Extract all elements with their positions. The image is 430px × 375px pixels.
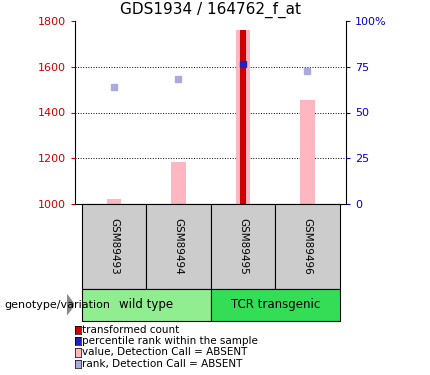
Bar xyxy=(171,162,186,204)
Text: GSM89494: GSM89494 xyxy=(173,218,184,275)
Bar xyxy=(275,204,340,289)
Text: GSM89493: GSM89493 xyxy=(109,218,119,275)
Text: rank, Detection Call = ABSENT: rank, Detection Call = ABSENT xyxy=(82,359,242,369)
Bar xyxy=(300,100,314,204)
Bar xyxy=(107,199,121,204)
Bar xyxy=(82,204,146,289)
Bar xyxy=(146,204,211,289)
Bar xyxy=(240,30,246,204)
Text: percentile rank within the sample: percentile rank within the sample xyxy=(82,336,258,346)
Bar xyxy=(82,289,211,321)
Text: GSM89495: GSM89495 xyxy=(238,218,248,275)
Bar xyxy=(211,204,275,289)
Text: wild type: wild type xyxy=(119,298,173,311)
Polygon shape xyxy=(67,294,74,315)
Text: GSM89496: GSM89496 xyxy=(302,218,313,275)
Text: TCR transgenic: TCR transgenic xyxy=(230,298,320,311)
Text: value, Detection Call = ABSENT: value, Detection Call = ABSENT xyxy=(82,348,247,357)
Text: genotype/variation: genotype/variation xyxy=(4,300,111,310)
Bar xyxy=(236,30,250,204)
Title: GDS1934 / 164762_f_at: GDS1934 / 164762_f_at xyxy=(120,2,301,18)
Text: transformed count: transformed count xyxy=(82,325,179,335)
Bar xyxy=(211,289,340,321)
